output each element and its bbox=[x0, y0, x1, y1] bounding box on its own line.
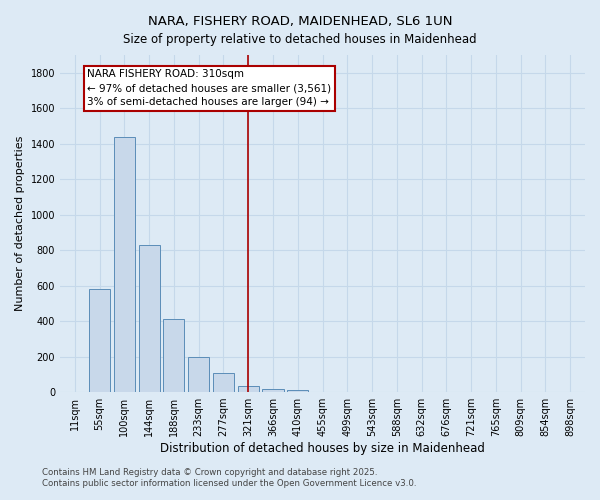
Text: NARA FISHERY ROAD: 310sqm
← 97% of detached houses are smaller (3,561)
3% of sem: NARA FISHERY ROAD: 310sqm ← 97% of detac… bbox=[87, 69, 331, 107]
Text: Size of property relative to detached houses in Maidenhead: Size of property relative to detached ho… bbox=[123, 32, 477, 46]
X-axis label: Distribution of detached houses by size in Maidenhead: Distribution of detached houses by size … bbox=[160, 442, 485, 455]
Bar bbox=[287, 390, 308, 392]
Y-axis label: Number of detached properties: Number of detached properties bbox=[15, 136, 25, 311]
Bar bbox=[89, 289, 110, 392]
Bar bbox=[238, 386, 259, 392]
Text: Contains HM Land Registry data © Crown copyright and database right 2025.
Contai: Contains HM Land Registry data © Crown c… bbox=[42, 468, 416, 487]
Bar bbox=[262, 388, 284, 392]
Bar bbox=[188, 356, 209, 392]
Bar bbox=[163, 320, 184, 392]
Bar bbox=[139, 245, 160, 392]
Bar bbox=[114, 136, 135, 392]
Bar bbox=[213, 374, 234, 392]
Text: NARA, FISHERY ROAD, MAIDENHEAD, SL6 1UN: NARA, FISHERY ROAD, MAIDENHEAD, SL6 1UN bbox=[148, 15, 452, 28]
